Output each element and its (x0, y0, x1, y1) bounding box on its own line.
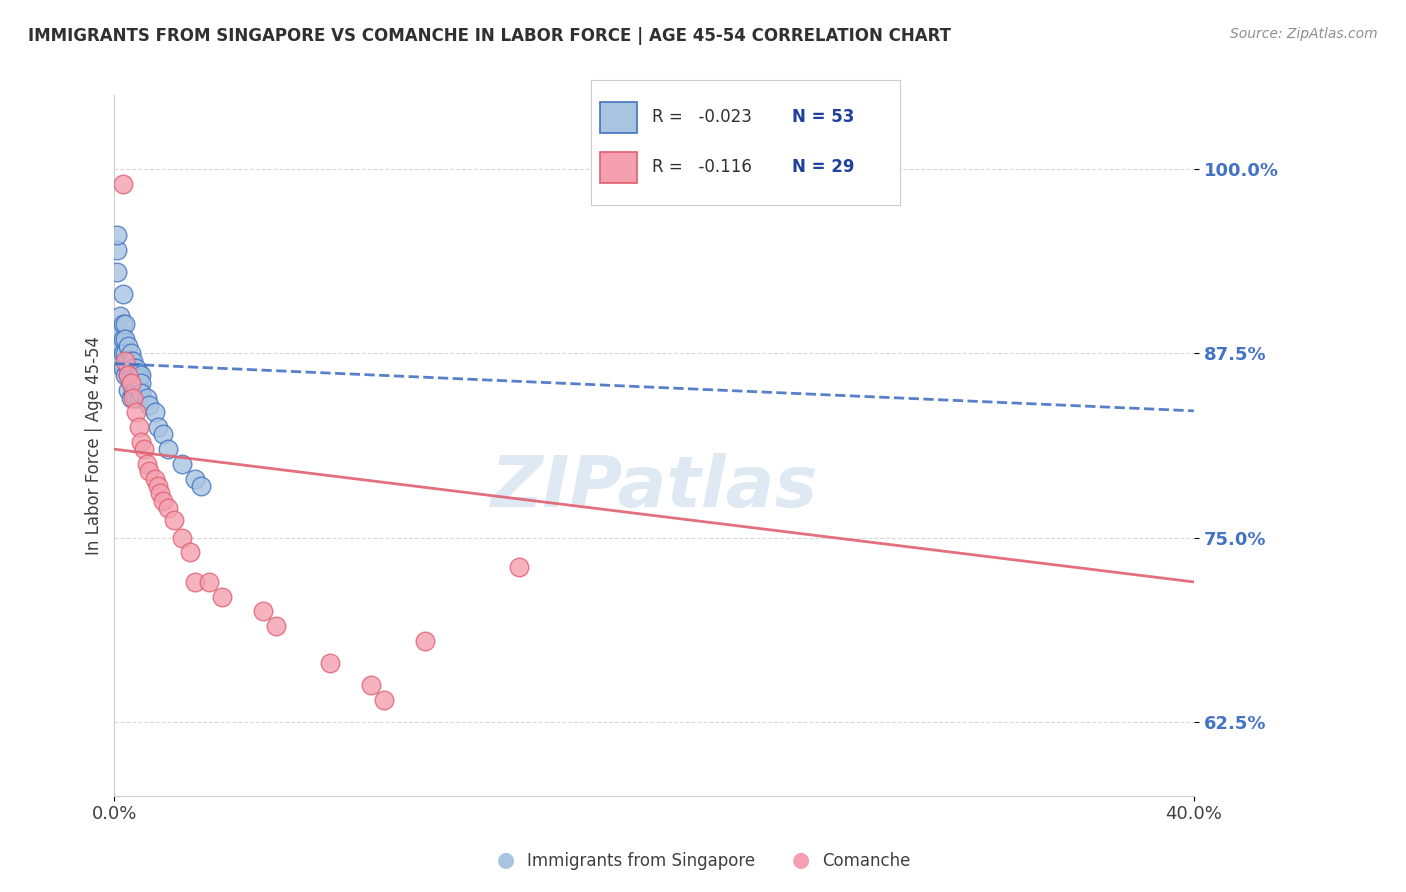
Point (131, 368, 153, 383)
Point (114, 317, 136, 331)
Text: ●: ● (793, 850, 810, 870)
Point (114, 332, 136, 346)
Point (184, 472, 207, 486)
Point (105, 228, 128, 243)
Point (120, 376, 142, 390)
Point (170, 457, 193, 471)
Point (105, 265, 128, 279)
Point (120, 361, 142, 376)
Point (122, 386, 145, 401)
Point (170, 531, 193, 545)
Text: R =   -0.116: R = -0.116 (652, 158, 752, 176)
Text: Immigrants from Singapore: Immigrants from Singapore (527, 852, 755, 870)
Point (120, 391, 142, 405)
Point (122, 353, 145, 368)
Point (111, 361, 134, 376)
Point (143, 472, 166, 486)
Point (108, 339, 131, 353)
Y-axis label: In Labor Force | Age 45-54: In Labor Force | Age 45-54 (86, 336, 103, 555)
Point (128, 366, 150, 380)
Point (143, 405, 166, 419)
Text: IMMIGRANTS FROM SINGAPORE VS COMANCHE IN LABOR FORCE | AGE 45-54 CORRELATION CHA: IMMIGRANTS FROM SINGAPORE VS COMANCHE IN… (28, 27, 950, 45)
Point (146, 479, 169, 493)
Point (105, 243, 128, 257)
Point (131, 386, 153, 401)
Point (114, 353, 136, 368)
Point (125, 361, 148, 376)
Text: N = 53: N = 53 (792, 108, 853, 126)
Text: N = 29: N = 29 (792, 158, 853, 176)
Point (131, 434, 153, 449)
Text: Source: ZipAtlas.com: Source: ZipAtlas.com (1230, 27, 1378, 41)
Bar (600, 152, 637, 183)
Text: ●: ● (498, 850, 515, 870)
Point (138, 398, 160, 412)
Point (108, 310, 131, 324)
Point (152, 427, 174, 442)
Point (108, 324, 131, 338)
Point (131, 376, 153, 390)
Point (125, 380, 148, 394)
Point (373, 693, 395, 707)
Point (117, 368, 139, 383)
Point (111, 287, 134, 301)
Point (125, 391, 148, 405)
Point (128, 380, 150, 394)
Point (360, 678, 382, 692)
Point (117, 339, 139, 353)
Point (211, 590, 233, 604)
Point (319, 656, 342, 670)
Point (114, 346, 136, 360)
Point (128, 371, 150, 385)
Point (120, 353, 142, 368)
Point (117, 353, 139, 368)
Point (132, 442, 155, 457)
Point (117, 383, 139, 397)
Point (108, 353, 131, 368)
Point (111, 177, 134, 191)
Point (122, 376, 145, 390)
Point (128, 420, 150, 434)
Point (120, 368, 142, 383)
Point (135, 457, 157, 471)
Point (146, 420, 169, 434)
Point (128, 391, 150, 405)
Point (184, 574, 207, 589)
Point (111, 317, 134, 331)
Point (122, 361, 145, 376)
Point (111, 332, 134, 346)
Point (163, 513, 186, 527)
Point (125, 366, 148, 380)
Point (266, 619, 288, 633)
Text: R =   -0.023: R = -0.023 (652, 108, 752, 126)
Point (198, 574, 221, 589)
Point (117, 361, 139, 376)
Point (122, 366, 145, 380)
Point (413, 634, 436, 648)
Point (117, 368, 139, 383)
Point (120, 376, 142, 390)
Point (138, 464, 160, 478)
Text: ZIPatlas: ZIPatlas (491, 453, 818, 522)
Point (125, 371, 148, 385)
Point (252, 604, 274, 618)
Point (157, 501, 180, 516)
Point (125, 405, 148, 419)
Point (179, 545, 201, 559)
Point (135, 391, 157, 405)
Bar (600, 102, 637, 133)
Point (149, 486, 172, 500)
Text: Comanche: Comanche (823, 852, 911, 870)
Point (120, 346, 142, 360)
Point (122, 391, 145, 405)
Point (114, 368, 136, 383)
Point (157, 442, 180, 457)
Point (190, 479, 212, 493)
Point (152, 493, 174, 508)
Point (111, 346, 134, 360)
Point (508, 560, 530, 574)
